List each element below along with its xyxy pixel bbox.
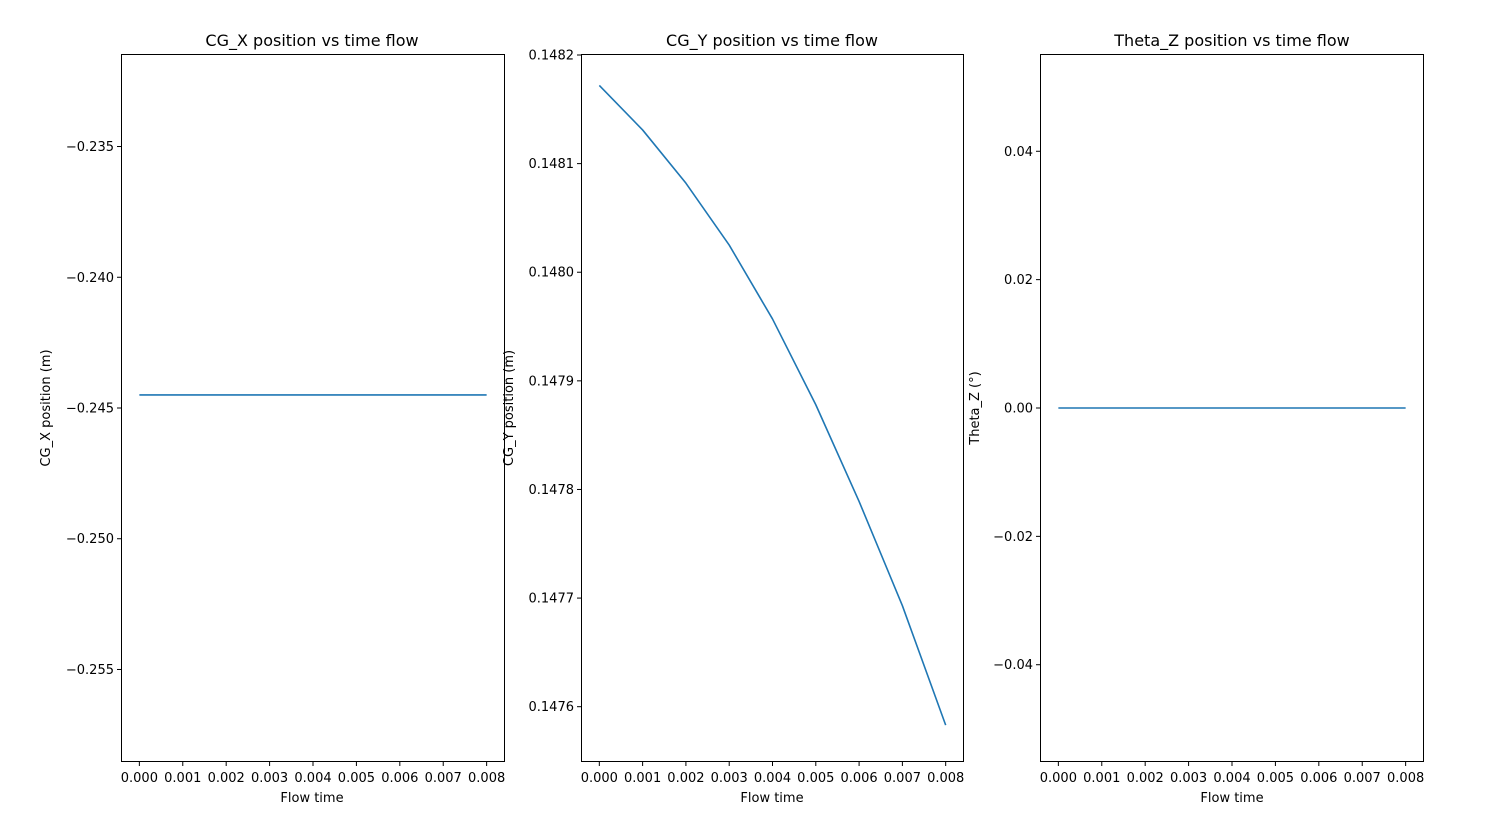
x-axis-label: Flow time xyxy=(740,791,803,806)
plot-frame xyxy=(581,54,964,762)
x-tick-label: 0.006 xyxy=(381,771,418,786)
tick-group: 0.000 0.001 0.002 0.003 0.004 0.005 0.006 0.007… xyxy=(993,145,1424,786)
x-tick-label: 0.001 xyxy=(1083,771,1120,786)
y-tick-label: −0.240 xyxy=(66,271,114,286)
plot-frame xyxy=(121,54,505,762)
x-tick-label: 0.005 xyxy=(797,771,834,786)
y-tick-label: −0.245 xyxy=(66,402,114,417)
y-tick-label: 0.1476 xyxy=(529,700,575,715)
x-tick-label: 0.003 xyxy=(711,771,748,786)
x-tick-label: 0.000 xyxy=(1040,771,1077,786)
cg-x-chart: CG_X position vs time flow Flow time CG_… xyxy=(39,31,505,806)
x-tick-label: 0.006 xyxy=(1300,771,1337,786)
theta-z-chart: Theta_Z position vs time flow Flow time … xyxy=(968,31,1424,806)
chart-title: Theta_Z position vs time flow xyxy=(1113,31,1349,51)
y-axis-label: CG_Y position (m) xyxy=(502,350,517,466)
x-tick-label: 0.005 xyxy=(1257,771,1294,786)
x-tick-label: 0.002 xyxy=(1127,771,1164,786)
y-tick-label: 0.1479 xyxy=(529,374,575,389)
y-tick-label: −0.235 xyxy=(66,140,114,155)
series-line xyxy=(598,84,947,726)
tick-group: 0.000 0.001 0.002 0.003 0.004 0.005 0.006 0.007… xyxy=(529,49,965,787)
x-tick-label: 0.008 xyxy=(927,771,964,786)
y-tick-label: 0.04 xyxy=(1004,145,1033,160)
x-tick-label: 0.001 xyxy=(164,771,201,786)
x-tick-label: 0.005 xyxy=(338,771,375,786)
x-axis-label: Flow time xyxy=(1200,791,1263,806)
x-tick-label: 0.007 xyxy=(1344,771,1381,786)
y-tick-label: 0.1478 xyxy=(529,483,575,498)
y-tick-label: −0.02 xyxy=(993,530,1033,545)
x-tick-label: 0.007 xyxy=(884,771,921,786)
y-tick-label: −0.04 xyxy=(993,658,1033,673)
x-tick-label: 0.008 xyxy=(1387,771,1424,786)
x-tick-label: 0.000 xyxy=(581,771,618,786)
x-tick-label: 0.003 xyxy=(1170,771,1207,786)
cg-y-chart: CG_Y position vs time flow Flow time CG_… xyxy=(502,31,964,806)
chart-title: CG_X position vs time flow xyxy=(205,31,418,51)
x-tick-label: 0.002 xyxy=(208,771,245,786)
series-group xyxy=(598,84,947,726)
x-tick-label: 0.007 xyxy=(425,771,462,786)
y-tick-label: 0.1482 xyxy=(529,49,575,64)
y-tick-label: −0.250 xyxy=(66,532,114,547)
x-tick-label: 0.003 xyxy=(251,771,288,786)
y-tick-label: 0.00 xyxy=(1004,402,1033,417)
y-tick-label: 0.1481 xyxy=(529,157,575,172)
plot-frame xyxy=(1040,54,1424,762)
y-tick-label: 0.02 xyxy=(1004,273,1033,288)
x-tick-label: 0.000 xyxy=(121,771,158,786)
x-tick-label: 0.001 xyxy=(624,771,661,786)
y-axis-label: CG_X position (m) xyxy=(39,349,54,466)
x-tick-label: 0.008 xyxy=(468,771,505,786)
x-tick-label: 0.002 xyxy=(667,771,704,786)
x-tick-label: 0.006 xyxy=(840,771,877,786)
y-tick-label: 0.1480 xyxy=(529,266,575,281)
y-tick-label: −0.255 xyxy=(66,663,114,678)
x-tick-label: 0.004 xyxy=(1213,771,1250,786)
tick-group: 0.000 0.001 0.002 0.003 0.004 0.005 0.006 0.007… xyxy=(66,140,505,786)
x-tick-label: 0.004 xyxy=(754,771,791,786)
y-tick-label: 0.1477 xyxy=(529,592,575,607)
x-axis-label: Flow time xyxy=(280,791,343,806)
y-axis-label: Theta_Z (°) xyxy=(968,371,983,445)
x-tick-label: 0.004 xyxy=(294,771,331,786)
chart-title: CG_Y position vs time flow xyxy=(666,31,878,51)
